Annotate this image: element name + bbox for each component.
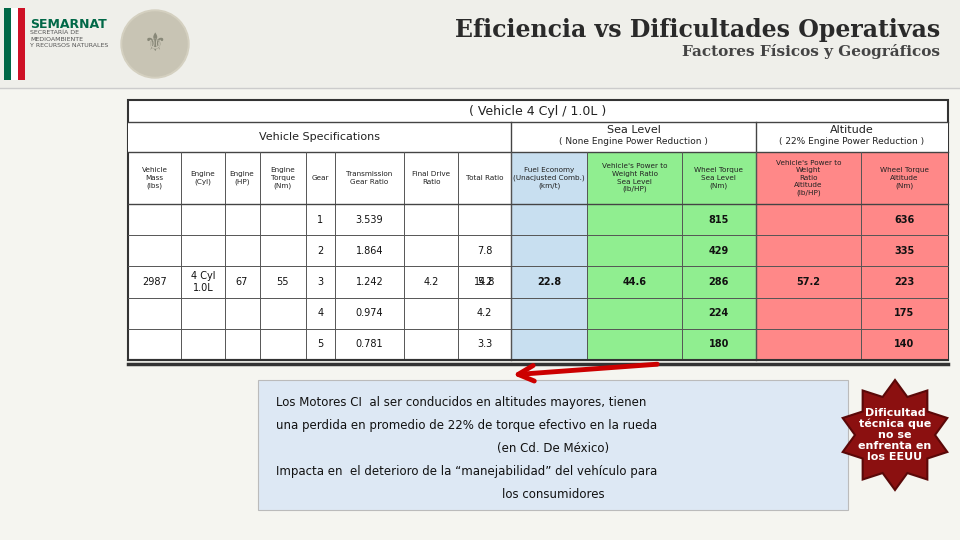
FancyBboxPatch shape (0, 0, 960, 88)
Text: 223: 223 (894, 277, 915, 287)
Text: 4.2: 4.2 (477, 308, 492, 318)
FancyBboxPatch shape (588, 152, 682, 360)
Text: Transmission
Gear Ratio: Transmission Gear Ratio (347, 171, 393, 185)
FancyBboxPatch shape (11, 8, 18, 80)
Text: 44.6: 44.6 (623, 277, 647, 287)
Text: Wheel Torque
Altitude
(Nm): Wheel Torque Altitude (Nm) (879, 167, 929, 189)
Text: 286: 286 (708, 277, 729, 287)
Text: 57.2: 57.2 (796, 277, 820, 287)
Text: 4: 4 (317, 308, 324, 318)
Text: 4.2: 4.2 (423, 277, 439, 287)
Text: Vehicle Specifications: Vehicle Specifications (259, 132, 380, 142)
Text: ( 22% Engine Power Reduction ): ( 22% Engine Power Reduction ) (780, 137, 924, 146)
Text: técnica que: técnica que (859, 418, 931, 429)
Text: Vehicle
Mass
(lbs): Vehicle Mass (lbs) (142, 167, 168, 189)
Text: Sea Level: Sea Level (607, 125, 660, 135)
FancyBboxPatch shape (128, 100, 948, 360)
Text: enfrenta en: enfrenta en (858, 441, 931, 451)
Text: 636: 636 (894, 214, 915, 225)
Text: 2987: 2987 (142, 277, 167, 287)
Text: 0.974: 0.974 (355, 308, 383, 318)
Text: 67: 67 (236, 277, 249, 287)
Text: Wheel Torque
Sea Level
(Nm): Wheel Torque Sea Level (Nm) (694, 167, 743, 189)
Text: 224: 224 (708, 308, 729, 318)
Text: 1: 1 (317, 214, 324, 225)
Text: 335: 335 (894, 246, 915, 256)
Text: 5.2: 5.2 (477, 277, 492, 287)
Text: 4 Cyl
1.0L: 4 Cyl 1.0L (191, 271, 215, 293)
Text: Engine
Torque
(Nm): Engine Torque (Nm) (271, 167, 295, 189)
Text: 5: 5 (317, 340, 324, 349)
FancyBboxPatch shape (512, 122, 756, 152)
FancyBboxPatch shape (18, 8, 25, 80)
FancyBboxPatch shape (512, 152, 588, 360)
Circle shape (123, 12, 187, 76)
Text: Eficiencia vs Dificultades Operativas: Eficiencia vs Dificultades Operativas (455, 18, 940, 42)
FancyBboxPatch shape (128, 122, 512, 152)
FancyBboxPatch shape (756, 152, 861, 360)
Text: (en Cd. De México): (en Cd. De México) (497, 442, 609, 455)
Text: 22.8: 22.8 (538, 277, 562, 287)
Text: no se: no se (878, 430, 912, 440)
FancyBboxPatch shape (756, 122, 948, 152)
Text: 55: 55 (276, 277, 289, 287)
Text: 3.3: 3.3 (477, 340, 492, 349)
Text: 815: 815 (708, 214, 729, 225)
Polygon shape (843, 380, 948, 490)
Text: ( Vehicle 4 Cyl / 1.0L ): ( Vehicle 4 Cyl / 1.0L ) (469, 105, 607, 118)
Text: Factores Físicos y Geográficos: Factores Físicos y Geográficos (682, 44, 940, 59)
Text: 14.8: 14.8 (474, 277, 495, 287)
Text: Vehicle's Power to
Weight Ratio
Sea Level
(lb/HP): Vehicle's Power to Weight Ratio Sea Leve… (602, 164, 667, 192)
FancyBboxPatch shape (258, 380, 848, 510)
Text: Dificultad: Dificultad (865, 408, 925, 418)
Text: Final Drive
Ratio: Final Drive Ratio (412, 171, 450, 185)
Text: 3.539: 3.539 (355, 214, 383, 225)
Text: una perdida en promedio de 22% de torque efectivo en la rueda: una perdida en promedio de 22% de torque… (276, 419, 658, 432)
Text: 0.781: 0.781 (355, 340, 383, 349)
Text: Los Motores CI  al ser conducidos en altitudes mayores, tienen: Los Motores CI al ser conducidos en alti… (276, 396, 646, 409)
Text: 175: 175 (894, 308, 915, 318)
FancyBboxPatch shape (682, 152, 756, 360)
Text: Engine
(Cyl): Engine (Cyl) (191, 171, 215, 185)
Text: 1.864: 1.864 (356, 246, 383, 256)
Text: Gear: Gear (311, 175, 329, 181)
Text: SECRETARÍA DE
MEDIOAMBIENTE
Y RECURSOS NATURALES: SECRETARÍA DE MEDIOAMBIENTE Y RECURSOS N… (30, 30, 108, 48)
Circle shape (121, 10, 189, 78)
Text: 3: 3 (317, 277, 324, 287)
Text: 180: 180 (708, 340, 729, 349)
Text: 1.242: 1.242 (355, 277, 383, 287)
Text: Impacta en  el deterioro de la “manejabilidad” del vehículo para: Impacta en el deterioro de la “manejabil… (276, 465, 658, 478)
Text: 7.8: 7.8 (477, 246, 492, 256)
Text: Engine
(HP): Engine (HP) (229, 171, 254, 185)
Text: Fuel Economy
(Unacjusted Comb.)
(km/t): Fuel Economy (Unacjusted Comb.) (km/t) (514, 167, 585, 189)
FancyBboxPatch shape (4, 8, 11, 80)
FancyArrowPatch shape (518, 364, 658, 381)
Text: los EEUU: los EEUU (868, 452, 923, 462)
Text: ( None Engine Power Reduction ): ( None Engine Power Reduction ) (559, 137, 708, 146)
Text: Total Ratio: Total Ratio (466, 175, 503, 181)
Text: Altitude: Altitude (830, 125, 874, 135)
Text: SEMARNAT: SEMARNAT (30, 18, 107, 31)
Text: 429: 429 (708, 246, 729, 256)
Text: los consumidores: los consumidores (502, 488, 604, 501)
Text: 140: 140 (894, 340, 915, 349)
Text: Vehicle's Power to
Weight
Ratio
Altitude
(lb/HP): Vehicle's Power to Weight Ratio Altitude… (776, 160, 841, 196)
FancyBboxPatch shape (861, 152, 948, 360)
Text: ⚜: ⚜ (144, 32, 166, 56)
Text: 2: 2 (317, 246, 324, 256)
